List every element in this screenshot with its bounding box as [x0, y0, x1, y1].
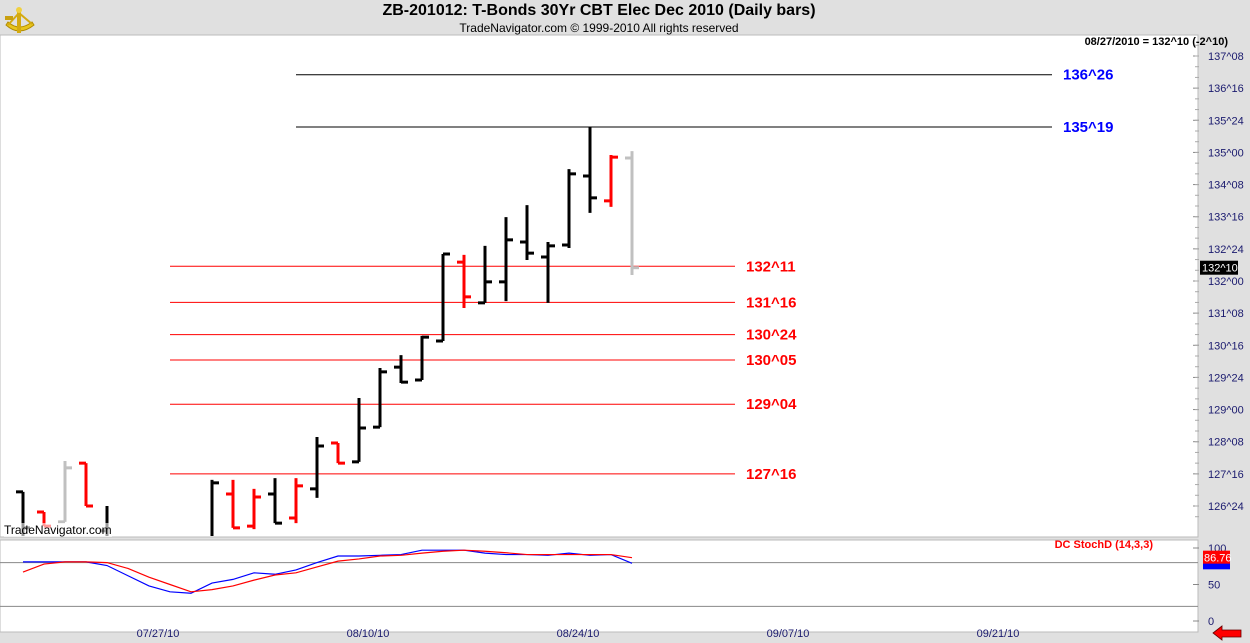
x-tick-label: 07/27/10: [137, 628, 180, 640]
price-bar: [79, 461, 93, 508]
price-bar: [499, 217, 513, 302]
price-bar: [352, 397, 366, 464]
price-bar: [562, 169, 576, 248]
y-tick-label: 132^24: [1208, 244, 1244, 256]
x-tick-label: 09/21/10: [977, 628, 1020, 640]
price-bar: [436, 252, 450, 343]
scroll-left-arrow-icon[interactable]: [1212, 625, 1242, 641]
chart-title: ZB-201012: T-Bonds 30Yr CBT Elec Dec 201…: [382, 2, 816, 19]
level-label: 130^24: [746, 327, 797, 344]
y-tick-label: 133^16: [1208, 212, 1244, 224]
price-bar: [331, 441, 345, 465]
y-tick-label: 128^08: [1208, 437, 1244, 449]
price-bar: [226, 479, 240, 530]
price-bar: [604, 154, 618, 207]
price-bar: [373, 367, 387, 429]
price-bar: [415, 335, 429, 382]
y-tick-label: 129^24: [1208, 372, 1244, 384]
y-tick-label: 127^16: [1208, 469, 1244, 481]
price-bar: [268, 478, 282, 525]
price-bar: [583, 127, 597, 213]
level-label: 135^19: [1063, 119, 1113, 136]
stoch-d-value-box: [1203, 550, 1230, 564]
stoch-y-tick-label: 0: [1208, 616, 1214, 628]
copyright-subtitle: TradeNavigator.com © 1999-2010 All right…: [459, 21, 739, 35]
stoch-panel: [0, 539, 1199, 633]
x-tick-label: 08/10/10: [347, 628, 390, 640]
y-tick-label: 135^00: [1208, 147, 1244, 159]
level-label: 131^16: [746, 294, 796, 311]
price-bar: [247, 488, 261, 530]
price-bar: [478, 245, 492, 305]
price-bar: [457, 254, 471, 308]
stoch-indicator-label[interactable]: DC StochD (14,3,3): [1054, 539, 1153, 551]
price-bar: [625, 151, 639, 275]
stoch-series-line: [22, 549, 633, 593]
price-bar: [210, 479, 219, 536]
last-price-label: 132^10: [1202, 263, 1238, 275]
price-bar: [520, 205, 534, 260]
y-tick-label: 132^00: [1208, 276, 1244, 288]
stoch-layer: [0, 549, 1198, 607]
y-tick-label: 134^08: [1208, 180, 1244, 192]
level-label: 136^26: [1063, 67, 1113, 84]
level-label: 132^11: [746, 258, 796, 275]
level-label: 127^16: [746, 466, 796, 483]
y-tick-label: 135^24: [1208, 115, 1244, 127]
watermark: TradeNavigator.com: [4, 523, 112, 537]
x-tick-label: 09/07/10: [767, 628, 810, 640]
axes-layer: 137^08 136^16 135^24 135^00 134^08 133^16 132^…: [137, 44, 1244, 640]
level-label: 130^05: [746, 352, 796, 369]
x-tick-label: 08/24/10: [557, 628, 600, 640]
price-readout: 08/27/2010 = 132^10 (-2^10): [1084, 36, 1228, 48]
y-tick-label: 137^08: [1208, 51, 1244, 63]
sextant-logo: [5, 7, 35, 33]
y-tick-label: 126^24: [1208, 501, 1244, 513]
y-tick-label: 136^16: [1208, 83, 1244, 95]
y-tick-label: 131^08: [1208, 308, 1244, 320]
price-bar: [289, 478, 303, 524]
level-label: 129^04: [746, 396, 797, 413]
stoch-d-value-label: 86.76: [1204, 553, 1232, 565]
price-bar: [310, 436, 324, 498]
bars-layer: [16, 127, 639, 536]
levels-layer: 136^26 135^19 132^11 131^16 130^24 130^05 129^…: [170, 67, 1113, 483]
y-tick-label: 129^00: [1208, 405, 1244, 417]
stoch-y-tick-label: 50: [1208, 580, 1220, 592]
price-panel: [0, 34, 1199, 538]
price-bar: [394, 355, 408, 384]
y-tick-label: 130^16: [1208, 340, 1244, 352]
price-bar: [58, 460, 72, 524]
price-bar: [541, 241, 555, 303]
last-price-box: [1200, 260, 1238, 275]
